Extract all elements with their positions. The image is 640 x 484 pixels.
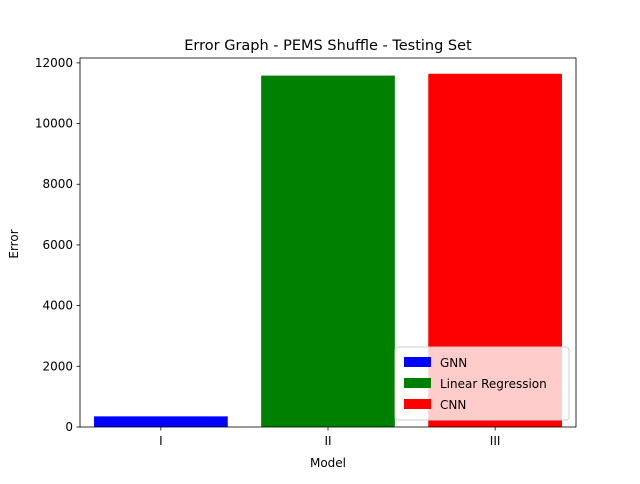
legend-label: Linear Regression [440,377,547,391]
chart-title: Error Graph - PEMS Shuffle - Testing Set [184,38,472,54]
legend: GNN Linear Regression CNN [394,346,570,421]
y-tick-label: 0 [65,420,73,434]
y-tick-label: 12000 [35,56,73,70]
legend-label: GNN [440,356,467,370]
legend-label: CNN [440,398,466,412]
x-tick-label: I [159,434,163,448]
legend-swatch [404,357,431,367]
x-tick-label: II [324,434,331,448]
x-tick-label: III [490,434,501,448]
x-axis-label: Model [310,456,346,470]
y-tick-label: 2000 [42,359,73,373]
y-tick-label: 6000 [42,238,73,252]
y-axis-label: Error [7,229,21,258]
legend-box [394,346,570,421]
legend-swatch [404,399,431,409]
y-tick-label: 10000 [35,117,73,131]
y-tick-label: 4000 [42,299,73,313]
bar-2 [261,75,395,427]
legend-swatch [404,378,431,388]
bar-1 [94,416,228,427]
y-tick-label: 8000 [42,177,73,191]
